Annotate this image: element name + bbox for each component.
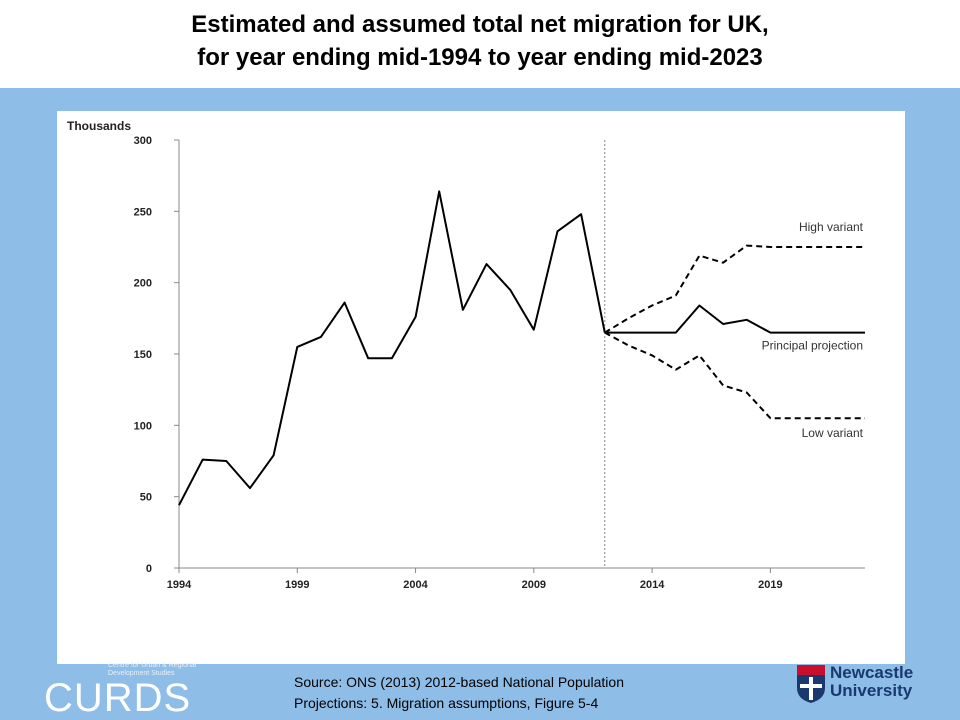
x-tick-label: 2014 xyxy=(640,579,665,591)
y-tick-label: 300 xyxy=(134,135,152,147)
y-tick-label: 100 xyxy=(134,420,152,432)
x-tick-label: 2019 xyxy=(758,579,782,591)
series-label: High variant xyxy=(799,220,864,234)
series-line-high-variant xyxy=(604,244,865,334)
source-line-2: Projections: 5. Migration assumptions, F… xyxy=(294,695,599,711)
newcastle-university-logo: Newcastle University xyxy=(796,660,946,710)
series-label: Low variant xyxy=(802,426,864,440)
x-tick-label: 1994 xyxy=(167,579,192,591)
series-line-principal-projection xyxy=(604,304,865,334)
title-line-2: for year ending mid-1994 to year ending … xyxy=(197,44,763,71)
series-label: Principal projection xyxy=(762,339,863,353)
y-tick-label: 0 xyxy=(146,563,152,575)
migration-line-chart: 0 50 100 150 200 250 300 1994 1999 2004 2009 2014 20… xyxy=(67,119,865,591)
source-line-1: Source: ONS (2013) 2012-based National P… xyxy=(294,674,624,690)
y-tick-label: 200 xyxy=(134,278,152,290)
chart-series xyxy=(178,190,865,506)
y-tick-label: 250 xyxy=(134,206,152,218)
y-axis-label: Thousands xyxy=(67,119,131,133)
slide-title: Estimated and assumed total net migratio… xyxy=(0,8,960,74)
newcastle-logo-text: Newcastle University xyxy=(830,664,913,700)
curds-logo-subtitle: Centre for Urban & Regional Development … xyxy=(108,662,197,677)
chart-ticks: 0 50 100 150 200 250 300 1994 1999 2004 2009 2014 20… xyxy=(134,135,783,591)
newcastle-logo-line-2: University xyxy=(830,681,913,700)
x-tick-label: 2004 xyxy=(403,579,428,591)
shield-icon xyxy=(797,665,825,703)
source-note: Source: ONS (2013) 2012-based National P… xyxy=(294,672,714,714)
curds-logo-name: CURDS xyxy=(44,676,192,720)
chart-series-labels: High variant Principal projection Low vari… xyxy=(762,220,864,440)
x-tick-label: 2009 xyxy=(522,579,546,591)
y-tick-label: 50 xyxy=(140,492,152,504)
curds-logo: Centre for Urban & Regional Development … xyxy=(30,662,220,720)
series-line-estimated xyxy=(178,190,606,506)
x-tick-label: 1999 xyxy=(285,579,309,591)
title-line-1: Estimated and assumed total net migratio… xyxy=(191,11,769,38)
newcastle-logo-line-1: Newcastle xyxy=(830,663,914,682)
chart-panel xyxy=(57,111,905,664)
y-tick-label: 150 xyxy=(134,349,152,361)
chart-axes xyxy=(178,140,865,569)
